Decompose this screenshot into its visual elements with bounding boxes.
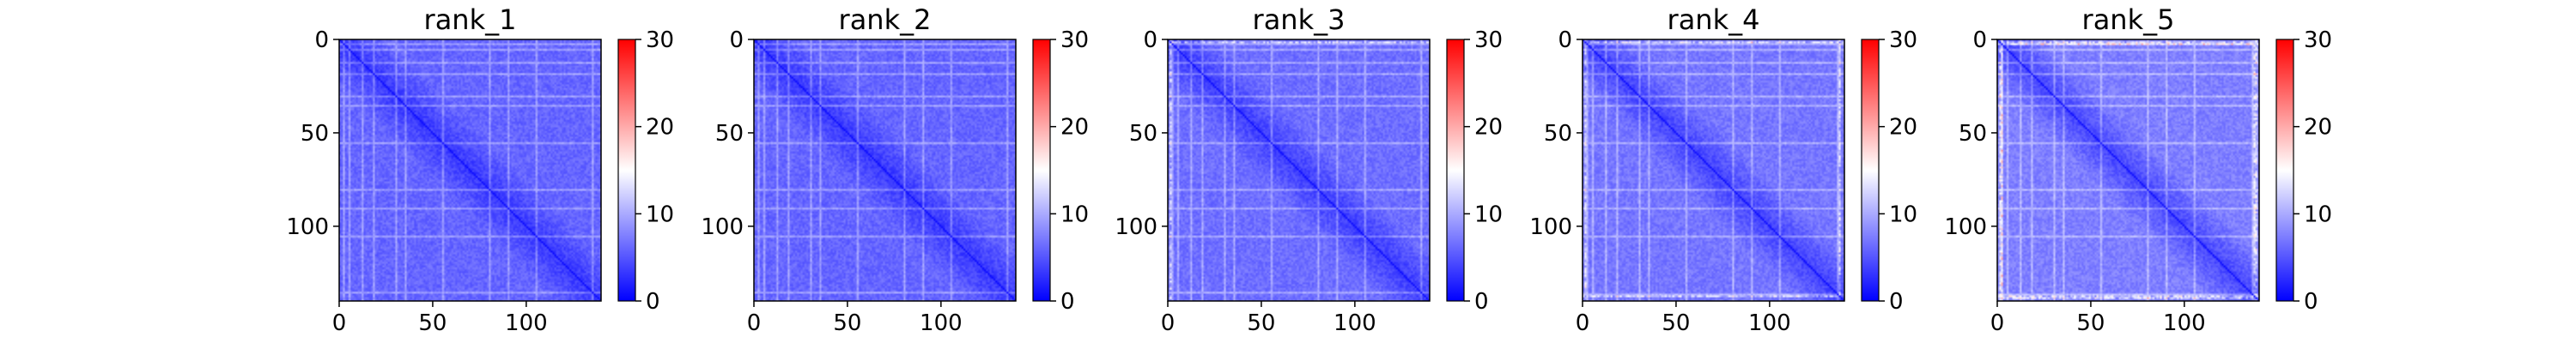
colorbar-tick-label: 30	[1060, 27, 1089, 53]
colorbar-tick-label: 10	[646, 202, 674, 227]
y-tick-label: 50	[1129, 121, 1157, 147]
heatmap-panel-4: rank_4 0 50 100 0 50 100 0 10 20 30	[1529, 3, 1917, 336]
colorbar	[1032, 39, 1051, 302]
colorbar-tick-label: 10	[1889, 202, 1917, 227]
colorbar-tick-label: 0	[1889, 289, 1904, 315]
x-tick-label: 100	[2163, 310, 2206, 336]
colorbar	[1446, 39, 1465, 302]
y-tick-label: 100	[701, 214, 744, 240]
colorbar	[2275, 39, 2294, 302]
heatmap-image	[1583, 39, 1844, 301]
panel-title: rank_2	[839, 3, 932, 36]
colorbar-tick-label: 30	[2304, 27, 2332, 53]
x-tick-label: 0	[332, 310, 347, 336]
heatmap-image	[1997, 39, 2259, 301]
x-tick-label: 0	[1161, 310, 1176, 336]
axes-frame	[1167, 39, 1431, 302]
y-tick-label: 0	[314, 27, 329, 53]
x-tick-label: 100	[920, 310, 963, 336]
heatmap-image	[339, 39, 601, 301]
y-tick-label: 50	[301, 121, 329, 147]
heatmap-image	[754, 39, 1016, 301]
colorbar-tick-label: 20	[2304, 115, 2332, 141]
colorbar-tick-label: 10	[1060, 202, 1089, 227]
colorbar-tick-label: 0	[2304, 289, 2318, 315]
x-tick-label: 50	[833, 310, 861, 336]
heatmap-image	[1168, 39, 1430, 301]
x-tick-label: 0	[747, 310, 762, 336]
colorbar-tick-label: 0	[646, 289, 660, 315]
y-tick-label: 50	[1959, 121, 1987, 147]
axes-frame	[753, 39, 1017, 302]
colorbar-tick-label: 0	[1060, 289, 1075, 315]
x-tick-label: 100	[1334, 310, 1376, 336]
x-tick-label: 100	[1748, 310, 1791, 336]
y-tick-label: 100	[1944, 214, 1987, 240]
panel-title: rank_1	[424, 3, 517, 36]
y-tick-label: 50	[1544, 121, 1572, 147]
colorbar	[1861, 39, 1880, 302]
x-tick-label: 50	[1247, 310, 1275, 336]
heatmap-panel-5: rank_5 0 50 100 0 50 100 0 10 20 30	[1944, 3, 2332, 336]
heatmap-panel-1: rank_1 0 50 100 0 50 100 0 10 20 30	[286, 3, 674, 336]
y-tick-label: 50	[715, 121, 744, 147]
x-tick-label: 0	[1576, 310, 1590, 336]
y-tick-label: 0	[729, 27, 744, 53]
y-tick-label: 100	[286, 214, 329, 240]
y-tick-label: 0	[1558, 27, 1572, 53]
axes-frame	[1582, 39, 1845, 302]
panel-title: rank_4	[1668, 3, 1760, 36]
x-tick-label: 0	[1990, 310, 2005, 336]
x-tick-label: 50	[1662, 310, 1690, 336]
y-tick-label: 100	[1529, 214, 1572, 240]
axes-frame	[1996, 39, 2260, 302]
colorbar-tick-label: 20	[1889, 115, 1917, 141]
colorbar-tick-label: 10	[1474, 202, 1503, 227]
panel-title: rank_5	[2082, 3, 2175, 36]
panel-title: rank_3	[1253, 3, 1346, 36]
heatmap-panel-3: rank_3 0 50 100 0 50 100 0 10 20 30	[1115, 3, 1503, 336]
x-tick-label: 100	[505, 310, 548, 336]
x-tick-label: 50	[2076, 310, 2105, 336]
x-tick-label: 50	[418, 310, 447, 336]
colorbar-tick-label: 30	[1474, 27, 1503, 53]
axes-frame	[338, 39, 602, 302]
colorbar-tick-label: 10	[2304, 202, 2332, 227]
colorbar-tick-label: 20	[1060, 115, 1089, 141]
colorbar-tick-label: 0	[1474, 289, 1489, 315]
colorbar-tick-label: 20	[1474, 115, 1503, 141]
colorbar-tick-label: 30	[646, 27, 674, 53]
y-tick-label: 0	[1972, 27, 1987, 53]
y-tick-label: 100	[1115, 214, 1157, 240]
colorbar-tick-label: 20	[646, 115, 674, 141]
heatmap-panel-2: rank_2 0 50 100 0 50 100 0 10 20 30	[701, 3, 1089, 336]
y-tick-label: 0	[1143, 27, 1157, 53]
colorbar-tick-label: 30	[1889, 27, 1917, 53]
colorbar	[617, 39, 636, 302]
